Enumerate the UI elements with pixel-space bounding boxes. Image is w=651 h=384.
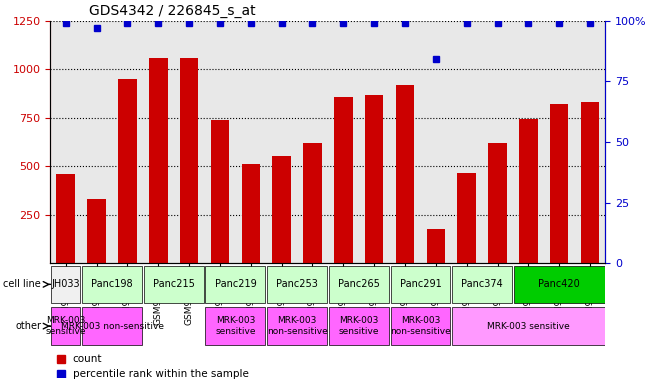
Bar	[396, 85, 414, 263]
Text: Panc420: Panc420	[538, 280, 580, 290]
Text: MRK-003
non-sensitive: MRK-003 non-sensitive	[267, 316, 327, 336]
Text: Panc219: Panc219	[214, 280, 256, 290]
FancyBboxPatch shape	[452, 266, 512, 303]
Bar	[180, 58, 199, 263]
Bar	[272, 156, 291, 263]
Bar	[426, 230, 445, 263]
FancyBboxPatch shape	[452, 307, 605, 345]
Text: MRK-003 sensitive: MRK-003 sensitive	[487, 322, 570, 331]
Bar	[334, 97, 353, 263]
Bar	[242, 164, 260, 263]
Bar	[581, 102, 600, 263]
Text: Panc374: Panc374	[462, 280, 503, 290]
Bar	[458, 173, 476, 263]
Bar	[57, 174, 75, 263]
Text: percentile rank within the sample: percentile rank within the sample	[72, 369, 249, 379]
Text: Panc198: Panc198	[91, 280, 133, 290]
Text: Panc291: Panc291	[400, 280, 441, 290]
Text: Panc215: Panc215	[153, 280, 195, 290]
Text: GDS4342 / 226845_s_at: GDS4342 / 226845_s_at	[89, 4, 256, 18]
FancyBboxPatch shape	[267, 307, 327, 345]
Bar	[550, 104, 568, 263]
FancyBboxPatch shape	[82, 307, 142, 345]
Bar	[303, 143, 322, 263]
Text: MRK-003 non-sensitive: MRK-003 non-sensitive	[61, 322, 163, 331]
Text: Panc253: Panc253	[276, 280, 318, 290]
FancyBboxPatch shape	[329, 266, 389, 303]
FancyBboxPatch shape	[144, 266, 204, 303]
Text: JH033: JH033	[51, 280, 80, 290]
Text: MRK-003
sensitive: MRK-003 sensitive	[215, 316, 256, 336]
Bar	[87, 199, 106, 263]
Bar	[365, 95, 383, 263]
Text: MRK-003
sensitive: MRK-003 sensitive	[46, 316, 86, 336]
Bar	[488, 143, 506, 263]
FancyBboxPatch shape	[514, 266, 605, 303]
Bar	[118, 79, 137, 263]
FancyBboxPatch shape	[206, 266, 266, 303]
Text: Panc265: Panc265	[338, 280, 380, 290]
FancyBboxPatch shape	[206, 307, 266, 345]
Text: cell line: cell line	[3, 280, 41, 290]
Bar	[519, 119, 538, 263]
Bar	[211, 120, 229, 263]
FancyBboxPatch shape	[51, 266, 80, 303]
FancyBboxPatch shape	[329, 307, 389, 345]
Bar	[149, 58, 167, 263]
FancyBboxPatch shape	[267, 266, 327, 303]
Text: other: other	[15, 321, 41, 331]
FancyBboxPatch shape	[391, 266, 450, 303]
FancyBboxPatch shape	[82, 266, 142, 303]
Text: count: count	[72, 354, 102, 364]
Text: MRK-003
non-sensitive: MRK-003 non-sensitive	[390, 316, 450, 336]
FancyBboxPatch shape	[51, 307, 80, 345]
FancyBboxPatch shape	[391, 307, 450, 345]
Text: MRK-003
sensitive: MRK-003 sensitive	[339, 316, 379, 336]
